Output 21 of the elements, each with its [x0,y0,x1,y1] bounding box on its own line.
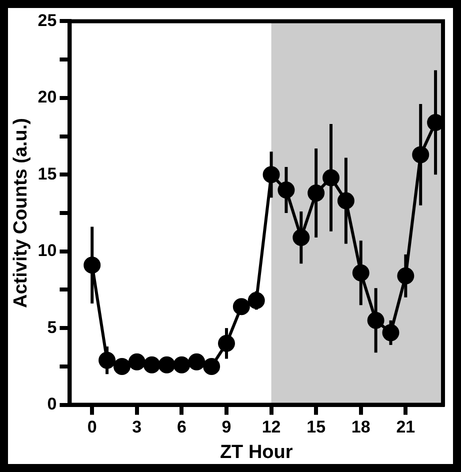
y-tick-label: 5 [47,318,57,337]
x-tick-label: 15 [306,418,326,437]
y-tick-label: 10 [38,241,57,260]
point [113,358,130,375]
x-tick-label: 0 [87,418,97,437]
point [203,358,220,375]
y-tick-label: 25 [38,10,57,30]
x-tick-label: 12 [262,418,281,437]
x-axis-title: ZT Hour [220,442,294,463]
point [143,356,160,374]
y-tick-label: 15 [38,164,57,184]
point [232,298,250,316]
point [158,356,176,374]
x-tick-label: 9 [222,418,232,437]
x-tick-label: 3 [132,418,142,437]
y-tick-label: 0 [47,394,57,414]
x-tick-label: 21 [396,418,416,437]
x-tick-label: 18 [351,418,370,437]
x-tick-label: 6 [176,418,186,437]
y-tick-label: 20 [38,88,57,107]
y-axis-title: Activity Counts (a.u.) [10,118,32,308]
